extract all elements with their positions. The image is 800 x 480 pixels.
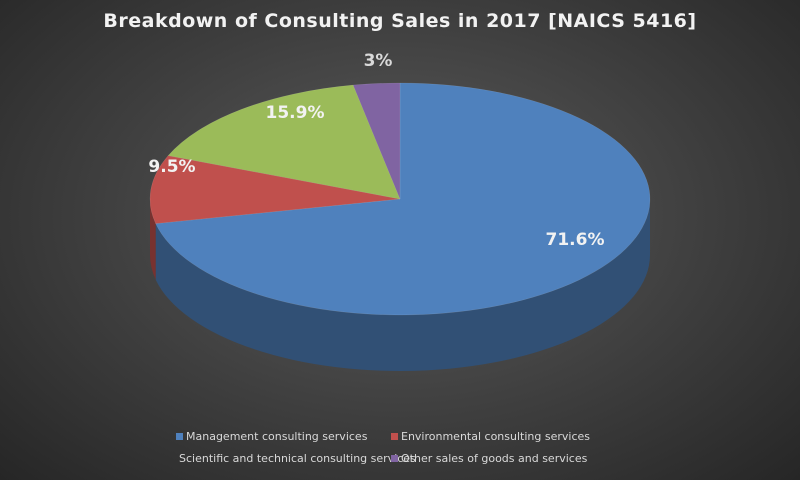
slice-side	[150, 199, 156, 280]
slice-side	[155, 199, 650, 372]
legend-item: Environmental consulting services	[391, 430, 606, 443]
legend-item: Scientific and technical consulting serv…	[176, 452, 416, 465]
data-label: 71.6%	[546, 230, 605, 250]
slice-3	[352, 82, 401, 200]
slice-1	[149, 155, 401, 224]
legend-label: Environmental consulting services	[401, 430, 590, 443]
legend: Management consulting services Environme…	[176, 430, 616, 465]
data-label: 3%	[364, 51, 393, 71]
legend-item: Other sales of goods and services	[391, 452, 606, 465]
legend-label: Management consulting services	[186, 430, 368, 443]
slice-2	[167, 84, 401, 200]
legend-label: Other sales of goods and services	[401, 452, 588, 465]
legend-swatch	[391, 433, 398, 440]
legend-swatch	[176, 433, 183, 440]
legend-swatch	[391, 455, 398, 462]
legend-item: Management consulting services	[176, 430, 391, 443]
chart-title: Breakdown of Consulting Sales in 2017 [N…	[103, 10, 697, 32]
slice-0	[155, 82, 651, 316]
data-label: 15.9%	[266, 103, 325, 123]
legend-label: Scientific and technical consulting serv…	[179, 452, 416, 465]
data-label: 9.5%	[148, 157, 195, 177]
